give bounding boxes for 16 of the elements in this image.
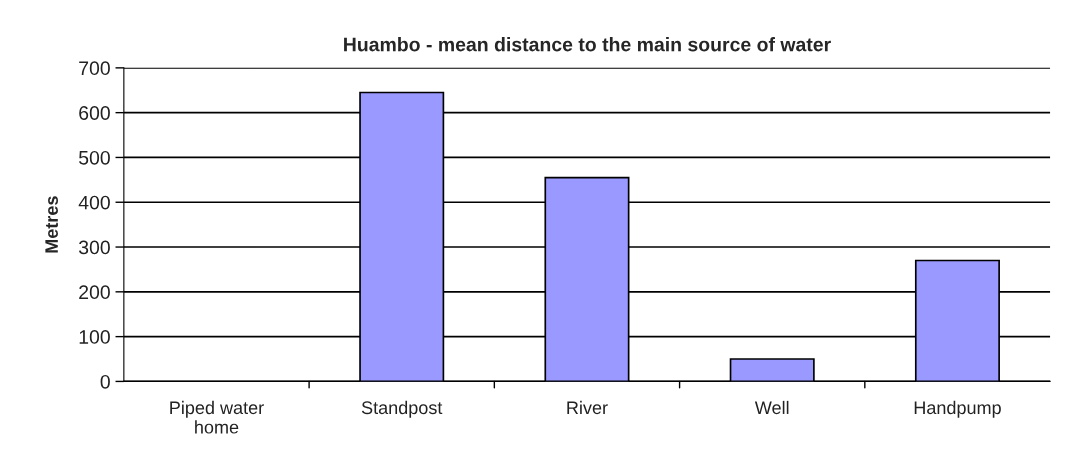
y-tick-label: 100: [79, 330, 110, 344]
x-tick-label: Piped water home: [170, 400, 264, 434]
x-tick-label: Handpump: [914, 400, 1001, 418]
y-tick-label: 300: [78, 240, 110, 255]
y-tick-label: 500: [79, 150, 110, 165]
x-tick-label: River: [567, 400, 608, 415]
bar: [729, 358, 815, 382]
chart-title: Huambo - mean distance to the main source of water: [344, 37, 831, 52]
y-tick-label: 0: [100, 374, 110, 389]
y-axis-title: Metres: [45, 196, 58, 253]
y-tick-label: 200: [79, 285, 110, 300]
y-tick-label: 600: [79, 106, 110, 120]
y-tick-label: 700: [79, 61, 110, 76]
x-tick-label: Well: [754, 400, 789, 415]
y-tick-label: 400: [78, 195, 110, 210]
x-tick-label: Standpost: [361, 400, 443, 418]
